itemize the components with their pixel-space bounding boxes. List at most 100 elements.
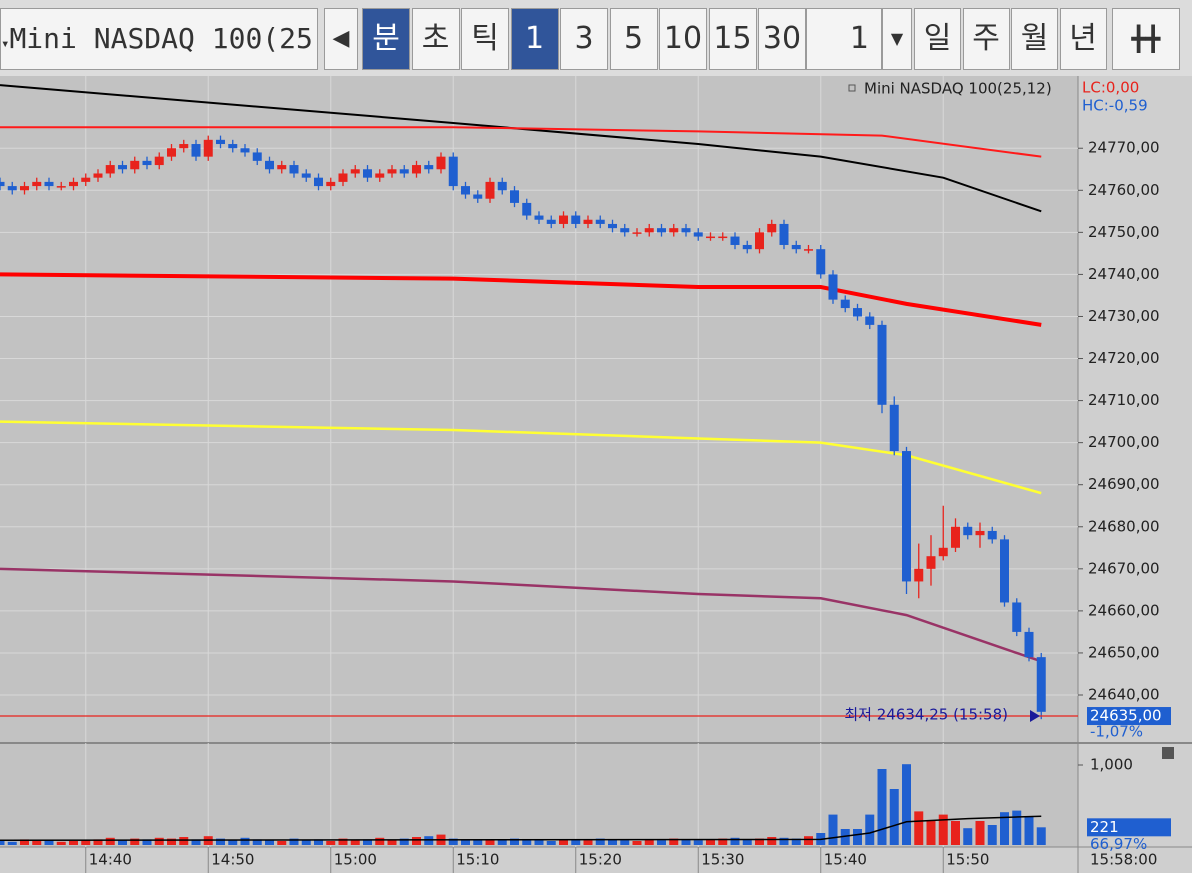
volume-bar [461, 839, 470, 845]
volume-bar [228, 840, 238, 845]
candle-body [0, 181, 5, 187]
volume-bar [179, 837, 189, 845]
volume-bar [546, 841, 556, 845]
candle-body [779, 223, 789, 245]
candle-body [289, 165, 299, 174]
volume-bar [755, 838, 764, 845]
candle-body [522, 202, 532, 216]
volume-bar [277, 841, 287, 845]
price-plot [0, 76, 1078, 742]
toolbar-button[interactable]: 1 [510, 8, 559, 70]
toolbar-button[interactable]: 년 [1059, 8, 1107, 70]
volume-bar [1024, 817, 1034, 845]
toolbar-button[interactable]: 5 [609, 8, 658, 70]
x-tick-label: 15:20 [579, 851, 622, 869]
volume-bar [350, 840, 360, 845]
volume-bar [742, 839, 752, 845]
close-pane-button[interactable] [1162, 747, 1174, 759]
volume-bar [1000, 812, 1009, 845]
candle-body [534, 215, 544, 220]
volume-bar [681, 839, 691, 845]
candle-body [657, 228, 666, 233]
toolbar-button[interactable]: 30 [758, 8, 806, 70]
toolbar-button[interactable]: 주 [962, 8, 1010, 70]
toolbar-button[interactable]: 일 [914, 8, 961, 70]
candle-body [693, 232, 703, 237]
volume-bar [1036, 827, 1046, 845]
candle-body [118, 165, 127, 170]
moving-average [0, 126, 1042, 158]
count-dropdown[interactable]: ▼ [882, 8, 912, 70]
volume-plot [0, 743, 1046, 847]
volume-bar [154, 837, 164, 845]
candle-body [1012, 602, 1022, 632]
candle-body [142, 160, 152, 166]
candle-body [644, 228, 654, 233]
toolbar-button[interactable]: 분 [362, 8, 410, 70]
volume-bar [289, 838, 299, 845]
x-tick-label: 15:10 [456, 851, 499, 869]
volume-bar [522, 839, 532, 845]
volume-bar [620, 840, 630, 845]
candle-body [914, 568, 924, 582]
x-tick-label: 14:50 [211, 851, 254, 869]
volume-bar [0, 840, 5, 845]
volume-bar [338, 838, 348, 845]
change-label: -1,07% [1090, 723, 1143, 741]
candle-body [277, 165, 287, 170]
candle-body [93, 173, 103, 178]
candle-body [130, 160, 140, 170]
volume-bar [657, 840, 666, 845]
volume-bar [510, 838, 519, 845]
count-input[interactable]: 1 [806, 8, 882, 70]
volume-bar [265, 840, 274, 845]
toolbar-button[interactable]: 15 [708, 8, 757, 70]
toolbar-button[interactable]: 10 [659, 8, 707, 70]
volume-bar [963, 828, 973, 845]
candle-body [669, 228, 679, 233]
volume-bar [938, 814, 948, 845]
candle-body [191, 144, 201, 157]
candle-body [314, 177, 323, 187]
candle-body [840, 299, 850, 309]
candle-body [399, 169, 409, 174]
volume-bar [167, 838, 176, 845]
cursor-time: 15:58:00 [1090, 851, 1157, 869]
candle-body [632, 232, 642, 234]
volume-bar [865, 814, 875, 845]
toolbar-button[interactable]: 틱 [461, 8, 509, 70]
symbol-select[interactable]: ▾Mini NASDAQ 100(25 [0, 8, 318, 70]
candle-body [608, 223, 617, 229]
candle-body [755, 232, 764, 250]
toolbar-button[interactable]: 월 [1011, 8, 1058, 70]
volume-bar [669, 838, 679, 845]
prev-button[interactable]: ◀ [324, 8, 358, 70]
toolbar: ▾Mini NASDAQ 100(25 ◀ 1 ▼ ╋╋ 분 초 틱 1 3 5 10 15 3… [0, 0, 1192, 76]
y-tick-label: 24720,00 [1088, 349, 1160, 367]
candle-body [718, 236, 728, 239]
current-price-label: 24635,00 [1090, 707, 1162, 725]
chart-style-button[interactable]: ╋╋ [1112, 8, 1180, 70]
volume-bar [693, 840, 703, 845]
candle-body [828, 274, 838, 300]
y-tick-label: 1,000 [1090, 756, 1133, 774]
volume-bar [105, 837, 115, 845]
volume-bar [889, 789, 899, 845]
volume-bar [20, 839, 29, 845]
candle-body [203, 139, 213, 157]
volume-bar [473, 840, 483, 845]
toolbar-button[interactable]: 초 [411, 8, 460, 70]
candle-body [583, 219, 593, 224]
candle-body [448, 156, 458, 187]
candle-body [951, 526, 960, 548]
moving-average [0, 567, 1042, 663]
lc-label: LC:0,00 [1082, 79, 1139, 97]
toolbar-button[interactable]: 3 [560, 8, 608, 70]
volume-bar [571, 839, 581, 845]
volume-bar [718, 838, 728, 845]
volume-bar [314, 839, 323, 845]
volume-bar [644, 839, 654, 845]
candle-body [1000, 539, 1009, 603]
candle-body [816, 249, 826, 275]
symbol: Mini NASDAQ 100(25 [9, 22, 313, 55]
